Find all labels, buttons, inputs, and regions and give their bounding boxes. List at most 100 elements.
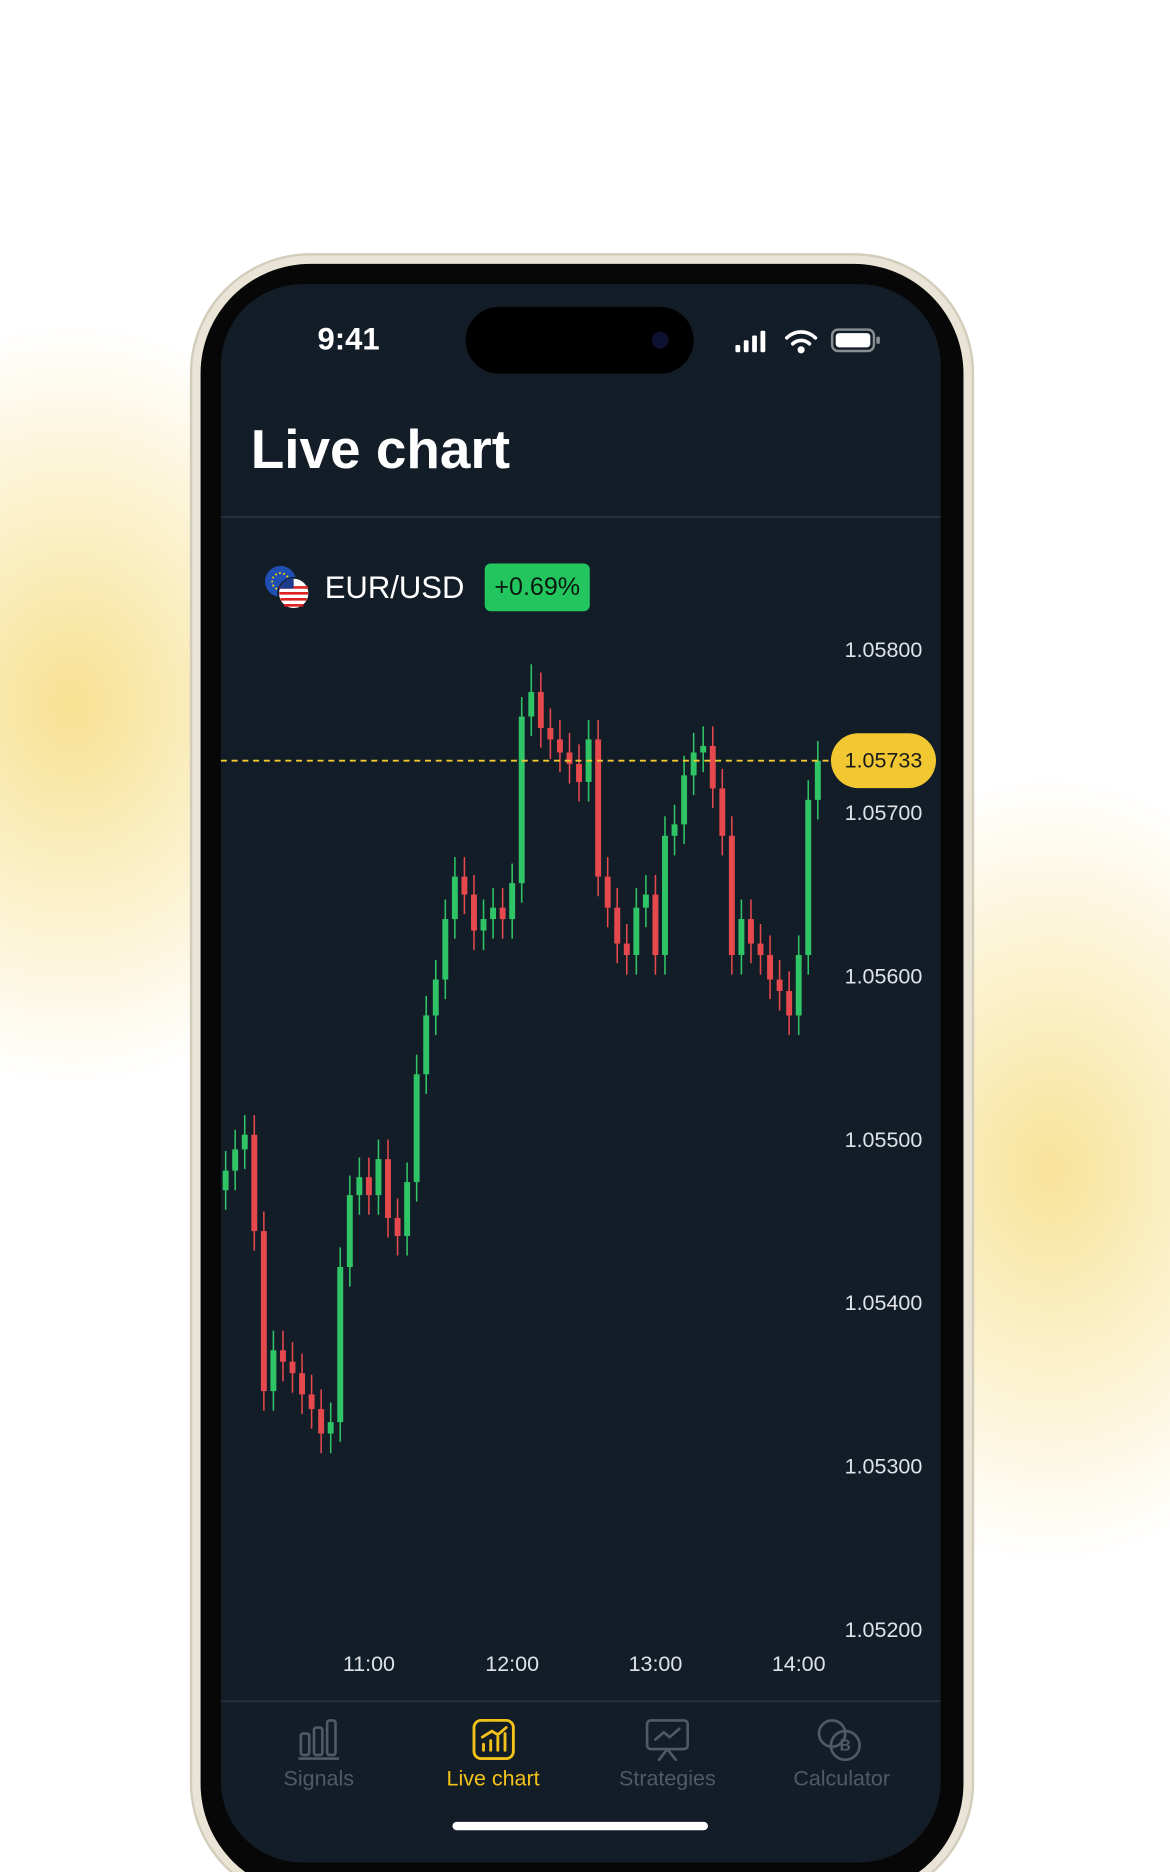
change-value: +0.69% [494, 573, 580, 601]
candle-body [365, 1177, 372, 1196]
screen-bg [220, 284, 941, 1863]
signal-icon [735, 330, 766, 353]
candle-body [260, 1231, 267, 1392]
candle-body [671, 824, 678, 836]
candle-body [642, 894, 649, 908]
home-indicator [452, 1821, 708, 1831]
page-title: Live chart [251, 418, 510, 480]
y-tick-label: 1.05800 [845, 638, 923, 662]
candle-body [232, 1149, 239, 1171]
change-badge [484, 563, 590, 612]
candle-body [279, 1350, 286, 1362]
candle-body [404, 1182, 411, 1236]
battery-icon [830, 328, 880, 353]
currency-flags [265, 565, 311, 610]
y-tick-label: 1.05300 [845, 1455, 923, 1479]
candle-body [776, 979, 783, 991]
tab-label[interactable]: Strategies [619, 1767, 716, 1791]
candle-body [327, 1422, 334, 1434]
current-price-badge [830, 733, 936, 789]
instrument-pair: EUR/USD [325, 570, 465, 605]
candle-body [318, 1409, 325, 1434]
screen-content [220, 284, 941, 1863]
candle-body [795, 955, 802, 1016]
candle-body [461, 876, 468, 895]
candle-body [518, 716, 525, 884]
candle-body [728, 835, 735, 956]
tab-label[interactable]: Live chart [447, 1767, 540, 1791]
candle-body [423, 1015, 430, 1075]
candle-body [767, 955, 774, 980]
current-price-label: 1.05733 [845, 749, 923, 773]
candle-body [490, 907, 497, 920]
signals-icon[interactable] [298, 1719, 340, 1760]
candle-body [442, 919, 449, 980]
candle-body [719, 788, 726, 836]
dynamic-island [465, 306, 694, 374]
candle-body [556, 739, 563, 753]
y-tick-label: 1.05700 [845, 801, 923, 825]
candle-body [604, 876, 611, 908]
candle-body [747, 919, 754, 944]
svg-text:B: B [840, 1738, 851, 1755]
candle-body [385, 1159, 391, 1218]
candle-body [576, 763, 582, 782]
candle-body [614, 907, 621, 944]
y-tick-label: 1.05200 [845, 1618, 923, 1642]
camera [651, 331, 669, 349]
candle-body [356, 1177, 363, 1196]
candle-body [375, 1159, 382, 1196]
candle-body [270, 1350, 277, 1392]
candle-body [633, 907, 640, 956]
x-tick-label: 11:00 [343, 1652, 395, 1676]
candle-body [662, 835, 668, 956]
candle-body [738, 919, 745, 956]
candle-body [709, 745, 716, 789]
candle-body [299, 1373, 306, 1395]
y-tick-label: 1.05600 [845, 965, 923, 989]
candle-body [222, 1170, 229, 1191]
x-tick-label: 14:00 [772, 1652, 826, 1676]
candle-body [289, 1361, 296, 1374]
candle-body [499, 907, 506, 920]
candle-body [413, 1074, 420, 1183]
x-tick-label: 13:00 [629, 1652, 683, 1676]
strategies-icon[interactable] [645, 1719, 689, 1762]
candlestick-chart: 1.05200 1.05300 1.05400 1.05500 1.05600 1.057… [220, 638, 936, 1676]
candle-body [623, 943, 630, 956]
y-tick-label: 1.05400 [845, 1291, 923, 1315]
candle-body [471, 894, 477, 931]
candle-body [681, 775, 688, 825]
candle-body [509, 883, 516, 920]
candle-body [547, 727, 554, 740]
candle-body [757, 943, 764, 956]
candle-body [690, 752, 697, 776]
status-time: 9:41 [318, 322, 380, 357]
tab-label[interactable]: Calculator [793, 1767, 890, 1791]
candle-body [251, 1134, 258, 1232]
candle-body [700, 745, 707, 753]
x-tick-label: 12:00 [485, 1652, 539, 1676]
candle-body [451, 876, 458, 920]
candle-body [805, 799, 812, 956]
candle-body [432, 979, 439, 1016]
y-tick-label: 1.05500 [845, 1128, 923, 1152]
candle-body [480, 919, 487, 931]
candle-body [595, 739, 602, 877]
candle-body [308, 1394, 315, 1410]
candle-body [528, 692, 535, 717]
calculator-icon[interactable]: B [817, 1719, 861, 1762]
candle-body [652, 894, 659, 956]
candle-body [814, 760, 821, 800]
candle-body [241, 1134, 248, 1150]
candle-body [394, 1217, 401, 1236]
candle-body [786, 990, 793, 1016]
tab-label[interactable]: Signals [284, 1767, 354, 1791]
candle-body [537, 692, 544, 728]
live-chart-icon[interactable] [472, 1718, 515, 1761]
candle-body [346, 1195, 353, 1267]
wifi-icon [784, 330, 818, 354]
candle-body [566, 752, 573, 764]
